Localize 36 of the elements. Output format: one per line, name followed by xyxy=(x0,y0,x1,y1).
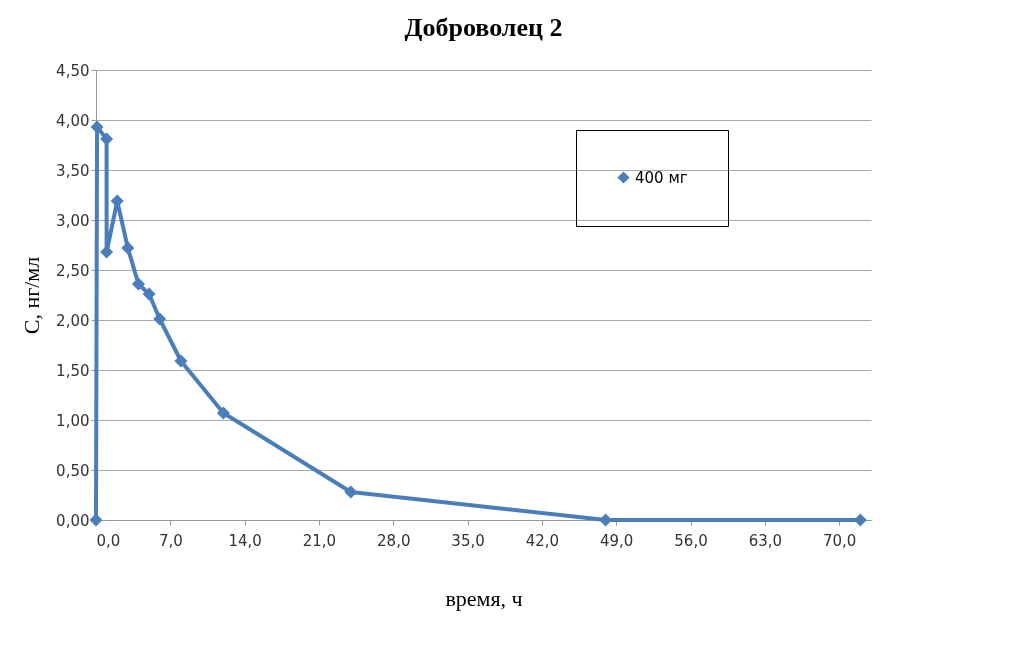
point xyxy=(121,241,135,255)
x-tick-label: 14,0 xyxy=(228,531,262,550)
point xyxy=(344,485,358,499)
x-tick-label: 7,0 xyxy=(158,531,183,550)
x-tick-label: 56,0 xyxy=(674,531,708,550)
x-tick-label: 21,0 xyxy=(302,531,337,550)
x-tick-label: 49,0 xyxy=(600,531,634,550)
y-tick-label: 3,00 xyxy=(56,211,90,230)
point xyxy=(131,277,145,291)
y-tick-label: 0,50 xyxy=(56,461,90,480)
point xyxy=(90,120,104,134)
legend-label: 400 мг xyxy=(635,168,688,187)
y-tick-label: 0,00 xyxy=(56,511,90,530)
point xyxy=(153,312,167,326)
y-axis-title: С, нг/мл xyxy=(19,256,45,335)
y-tick-label: 2,00 xyxy=(56,311,90,330)
x-tick-label: 42,0 xyxy=(525,531,560,550)
y-tick-label: 1,00 xyxy=(56,411,90,430)
y-tick-label: 3,50 xyxy=(56,161,90,180)
point xyxy=(100,132,114,146)
x-tick-label: 0,0 xyxy=(96,531,121,550)
y-tick-label: 4,50 xyxy=(56,61,90,80)
x-tick-label: 28,0 xyxy=(377,531,411,550)
point xyxy=(216,406,230,420)
y-tick-label: 4,00 xyxy=(56,111,90,130)
point xyxy=(100,245,114,259)
x-axis-title: время, ч xyxy=(445,585,523,611)
x-tick-label: 63,0 xyxy=(748,531,783,550)
x-tick-label: 35,0 xyxy=(451,531,485,550)
y-tick-label: 2,50 xyxy=(56,261,90,280)
point xyxy=(142,287,156,301)
chart-title: Доброволец 2 xyxy=(404,13,563,42)
x-tick-label: 70,0 xyxy=(822,531,857,550)
y-tick-label: 1,50 xyxy=(56,361,90,380)
point xyxy=(174,354,188,368)
point xyxy=(89,513,103,527)
